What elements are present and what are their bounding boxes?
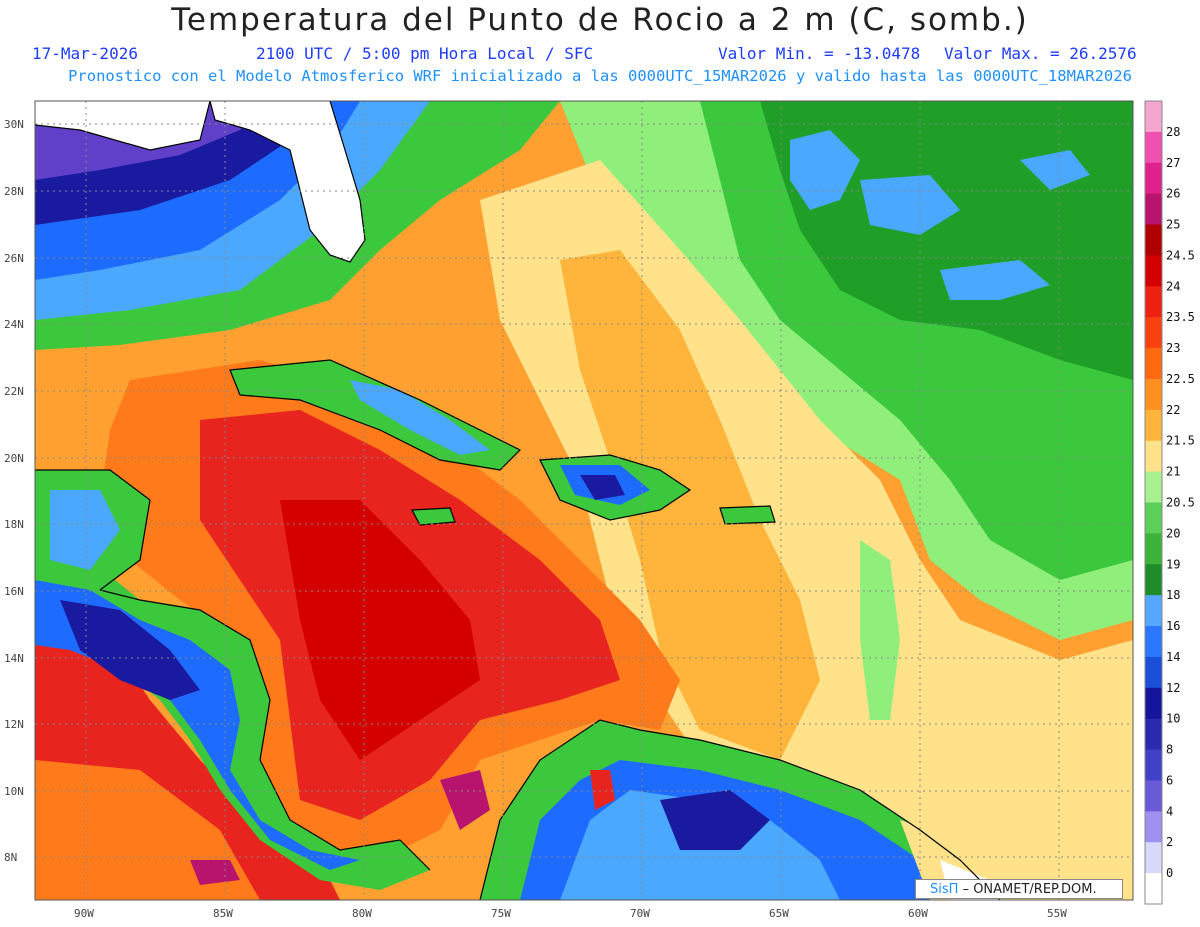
graticule: [35, 101, 1133, 900]
lat-labels: 30N 28N 26N 24N 22N 20N 18N 16N 14N 12N …: [4, 118, 24, 864]
legend-label: 16: [1166, 619, 1180, 633]
lon-label: 70W: [630, 907, 650, 920]
lat-label: 18N: [4, 518, 24, 531]
legend-label: 14: [1166, 650, 1180, 664]
lon-label: 80W: [352, 907, 372, 920]
legend-swatch: [1145, 842, 1162, 874]
map-field: [35, 101, 1133, 900]
brand-logo: SisΠ: [930, 882, 959, 897]
credit-org: – ONAMET/REP.DOM.: [962, 882, 1097, 897]
legend-label: 18: [1166, 588, 1180, 602]
legend-swatch: [1145, 378, 1162, 411]
lat-label: 30N: [4, 118, 24, 131]
legend-label: 25: [1166, 218, 1180, 232]
legend-swatch: [1145, 780, 1162, 812]
legend-swatch: [1145, 811, 1162, 843]
legend-swatch: [1145, 162, 1162, 195]
legend-swatch: [1145, 595, 1162, 627]
model-info: Pronostico con el Modelo Atmosferico WRF…: [68, 67, 1132, 85]
legend-label: 10: [1166, 712, 1180, 726]
legend-swatch: [1145, 409, 1162, 442]
legend-swatch: [1145, 502, 1162, 534]
legend-swatch: [1145, 286, 1162, 318]
legend-label: 21.5: [1166, 434, 1195, 448]
lon-labels: 90W 85W 80W 75W 70W 65W 60W 55W: [74, 907, 1067, 920]
legend-swatch: [1145, 626, 1162, 658]
legend-label: 20.5: [1166, 496, 1195, 510]
legend-label: 23.5: [1166, 310, 1195, 324]
legend-swatch: [1145, 687, 1162, 720]
legend-swatch: [1145, 193, 1162, 226]
legend-label: 28: [1166, 125, 1180, 139]
legend-swatch: [1145, 440, 1162, 473]
legend-label: 26: [1166, 187, 1180, 201]
lat-label: 10N: [4, 785, 24, 798]
credit-box: SisΠ – ONAMET/REP.DOM.: [915, 879, 1123, 899]
lon-label: 90W: [74, 907, 94, 920]
lon-label: 75W: [491, 907, 511, 920]
legend-label: 20: [1166, 526, 1180, 540]
lon-label: 85W: [213, 907, 233, 920]
legend-label: 21: [1166, 465, 1180, 479]
legend-label: 0: [1166, 866, 1173, 880]
map-title: Temperatura del Punto de Rocio a 2 m (C,…: [171, 2, 1029, 38]
legend-swatch: [1145, 533, 1162, 565]
forecast-time: 2100 UTC / 5:00 pm Hora Local / SFC: [256, 44, 594, 63]
lat-label: 24N: [4, 318, 24, 331]
lat-label: 26N: [4, 252, 24, 265]
lon-label: 65W: [769, 907, 789, 920]
legend-label: 24.5: [1166, 248, 1195, 262]
lat-label: 16N: [4, 585, 24, 598]
legend-label: 24: [1166, 279, 1180, 293]
legend-swatch: [1145, 749, 1162, 781]
lon-label: 55W: [1047, 907, 1067, 920]
forecast-date: 17-Mar-2026: [32, 44, 138, 63]
legend-label: 27: [1166, 156, 1180, 170]
legend-swatch: [1145, 224, 1162, 256]
legend-swatch: [1145, 656, 1162, 689]
legend-swatch: [1145, 471, 1162, 503]
legend-label: 22: [1166, 403, 1180, 417]
legend-label: 4: [1166, 804, 1173, 818]
legend-label: 19: [1166, 557, 1180, 571]
legend-swatch: [1145, 255, 1162, 287]
legend-label: 6: [1166, 773, 1173, 787]
legend-swatch: [1145, 101, 1162, 133]
legend-swatch: [1145, 718, 1162, 751]
lat-label: 28N: [4, 185, 24, 198]
legend-swatch: [1145, 348, 1162, 380]
lat-label: 20N: [4, 452, 24, 465]
legend-label: 23: [1166, 341, 1180, 355]
lat-label: 14N: [4, 652, 24, 665]
legend-label: 22.5: [1166, 372, 1195, 386]
legend-swatch: [1145, 317, 1162, 349]
legend-label: 2: [1166, 835, 1173, 849]
lon-label: 60W: [908, 907, 928, 920]
color-legend: 2827262524.52423.52322.52221.52120.52019…: [1144, 100, 1195, 905]
min-value: Valor Min. = -13.0478: [718, 44, 921, 63]
legend-label: 8: [1166, 743, 1173, 757]
lat-label: 12N: [4, 718, 24, 731]
legend-swatch: [1145, 131, 1162, 164]
lat-label: 22N: [4, 385, 24, 398]
max-value: Valor Max. = 26.2576: [944, 44, 1137, 63]
lat-label: 8N: [4, 851, 17, 864]
legend-swatch: [1145, 564, 1162, 596]
legend-swatch: [1145, 873, 1162, 905]
legend-label: 12: [1166, 681, 1180, 695]
